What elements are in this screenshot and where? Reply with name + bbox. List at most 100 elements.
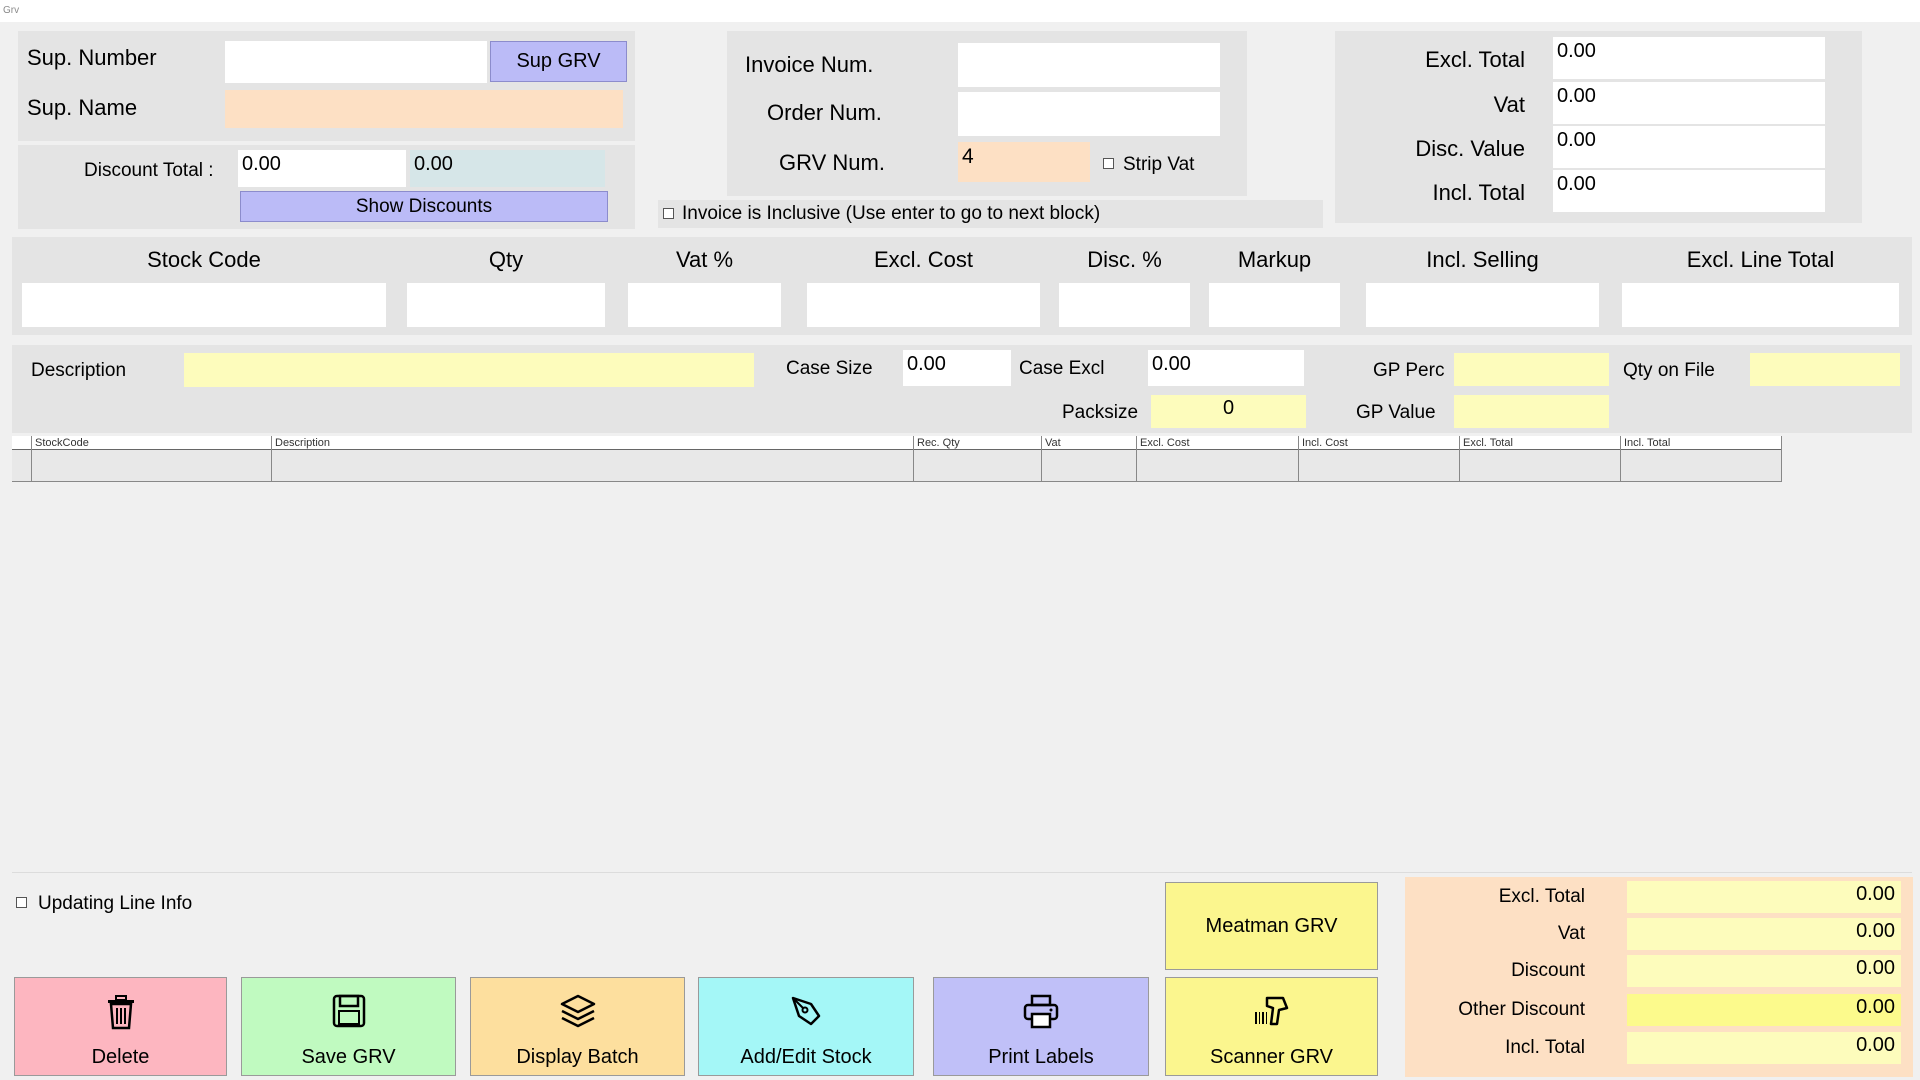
- vat-pct-header: Vat %: [675, 247, 734, 272]
- delete-button[interactable]: Delete: [14, 977, 227, 1076]
- vat-pct-input[interactable]: [628, 283, 781, 327]
- invoice-num-input[interactable]: [958, 43, 1220, 87]
- qty-on-file-label: Qty on File: [1623, 360, 1715, 381]
- sup-grv-button[interactable]: Sup GRV: [490, 41, 627, 82]
- trash-icon: [107, 995, 134, 1030]
- sup-name-label: Sup. Name: [27, 95, 138, 120]
- strip-vat-checkbox[interactable]: [1103, 158, 1114, 169]
- grid-header-row: [12, 436, 1782, 450]
- top-disc-value: 0.00: [1553, 126, 1825, 168]
- excl-line-total-input[interactable]: [1622, 283, 1899, 327]
- summary-incl-total-value: 0.00: [1627, 1032, 1901, 1064]
- markup-input[interactable]: [1209, 283, 1340, 327]
- summary-excl-total-label: Excl. Total: [1498, 886, 1585, 907]
- qty-header: Qty: [488, 247, 524, 272]
- window-title: Grv: [0, 0, 1920, 22]
- top-disc-value-label: Disc. Value: [1415, 136, 1525, 161]
- updating-line-info-label: Updating Line Info: [38, 893, 193, 914]
- gp-perc-value: [1454, 353, 1609, 386]
- print-labels-button-label: Print Labels: [988, 1046, 1094, 1068]
- stock-code-input[interactable]: [22, 283, 386, 327]
- save-grv-button-label: Save GRV: [301, 1046, 396, 1068]
- top-excl-total-value: 0.00: [1553, 37, 1825, 79]
- excl-cost-header: Excl. Cost: [873, 247, 974, 272]
- delete-button-label: Delete: [91, 1046, 150, 1068]
- meatman-grv-button[interactable]: Meatman GRV: [1165, 882, 1378, 970]
- gp-value-value: [1454, 395, 1609, 428]
- summary-other-discount-input[interactable]: 0.00: [1627, 994, 1901, 1026]
- updating-line-info-checkbox[interactable]: [16, 897, 27, 908]
- packsize-label: Packsize: [1062, 402, 1139, 423]
- discount-total-input[interactable]: 0.00: [238, 150, 406, 187]
- stock-code-header: Stock Code: [147, 247, 261, 272]
- case-size-input[interactable]: 0.00: [903, 350, 1011, 386]
- strip-vat-label: Strip Vat: [1123, 154, 1195, 175]
- description-input[interactable]: [184, 353, 754, 387]
- meatman-grv-button-label: Meatman GRV: [1205, 915, 1338, 937]
- grv-lines-grid[interactable]: StockCode Description Rec. Qty Vat Excl.…: [12, 436, 1782, 482]
- printer-icon: [1023, 994, 1059, 1029]
- top-incl-total-value: 0.00: [1553, 170, 1825, 212]
- show-discounts-button[interactable]: Show Discounts: [240, 191, 608, 222]
- sup-number-input[interactable]: [225, 41, 487, 83]
- top-excl-total-label: Excl. Total: [1425, 47, 1525, 72]
- display-batch-button[interactable]: Display Batch: [470, 977, 685, 1076]
- col-rec-qty[interactable]: Rec. Qty: [917, 437, 960, 449]
- invoice-num-label: Invoice Num.: [745, 52, 874, 77]
- col-stockcode[interactable]: StockCode: [35, 437, 89, 449]
- top-vat-value: 0.00: [1553, 82, 1825, 124]
- summary-incl-total-label: Incl. Total: [1505, 1037, 1585, 1058]
- layers-icon: [560, 994, 595, 1028]
- grv-num-input[interactable]: 4: [958, 142, 1090, 182]
- summary-excl-total-value: 0.00: [1627, 881, 1901, 913]
- sup-name-input[interactable]: [225, 90, 623, 128]
- gp-perc-label: GP Perc: [1373, 360, 1445, 381]
- excl-cost-input[interactable]: [807, 283, 1040, 327]
- scanner-grv-button[interactable]: Scanner GRV: [1165, 977, 1378, 1076]
- packsize-input[interactable]: 0: [1151, 395, 1306, 428]
- description-label: Description: [31, 360, 127, 381]
- qty-input[interactable]: [407, 283, 605, 327]
- top-incl-total-label: Incl. Total: [1432, 180, 1525, 205]
- top-vat-label: Vat: [1493, 92, 1525, 117]
- invoice-inclusive-checkbox[interactable]: [663, 208, 674, 219]
- markup-header: Markup: [1237, 247, 1312, 272]
- add-edit-stock-button-label: Add/Edit Stock: [740, 1046, 872, 1068]
- incl-selling-input[interactable]: [1366, 283, 1599, 327]
- save-icon: [332, 994, 365, 1028]
- case-size-label: Case Size: [786, 358, 873, 379]
- col-excl-total[interactable]: Excl. Total: [1463, 437, 1513, 449]
- discount-total-display: 0.00: [410, 150, 605, 187]
- col-description[interactable]: Description: [275, 437, 331, 449]
- case-excl-label: Case Excl: [1019, 358, 1105, 379]
- grv-num-label: GRV Num.: [779, 150, 885, 175]
- col-incl-cost[interactable]: Incl. Cost: [1302, 437, 1348, 449]
- inclusive-bar: [658, 200, 1323, 228]
- summary-discount-label: Discount: [1511, 960, 1585, 981]
- order-num-label: Order Num.: [767, 100, 882, 125]
- barcode-scanner-icon: [1254, 996, 1288, 1026]
- summary-vat-value: 0.00: [1627, 918, 1901, 950]
- disc-pct-header: Disc. %: [1087, 247, 1162, 272]
- bottom-divider: [12, 872, 1912, 873]
- case-excl-input[interactable]: 0.00: [1148, 350, 1304, 386]
- save-grv-button[interactable]: Save GRV: [241, 977, 456, 1076]
- scanner-grv-button-label: Scanner GRV: [1209, 1046, 1334, 1068]
- add-edit-stock-button[interactable]: Add/Edit Stock: [698, 977, 914, 1076]
- discount-total-label: Discount Total :: [84, 160, 214, 181]
- col-incl-total[interactable]: Incl. Total: [1624, 437, 1671, 449]
- summary-discount-value: 0.00: [1627, 955, 1901, 987]
- disc-pct-input[interactable]: [1059, 283, 1190, 327]
- invoice-inclusive-label: Invoice is Inclusive (Use enter to go to…: [682, 203, 1101, 224]
- print-labels-button[interactable]: Print Labels: [933, 977, 1149, 1076]
- incl-selling-header: Incl. Selling: [1426, 247, 1539, 272]
- col-excl-cost[interactable]: Excl. Cost: [1140, 437, 1190, 449]
- summary-other-discount-label: Other Discount: [1458, 999, 1585, 1020]
- col-vat[interactable]: Vat: [1045, 437, 1061, 449]
- order-num-input[interactable]: [958, 92, 1220, 136]
- qty-on-file-value: [1750, 353, 1900, 386]
- gp-value-label: GP Value: [1356, 402, 1436, 423]
- display-batch-button-label: Display Batch: [516, 1046, 639, 1068]
- sup-number-label: Sup. Number: [27, 45, 157, 70]
- pen-tool-icon: [791, 996, 821, 1026]
